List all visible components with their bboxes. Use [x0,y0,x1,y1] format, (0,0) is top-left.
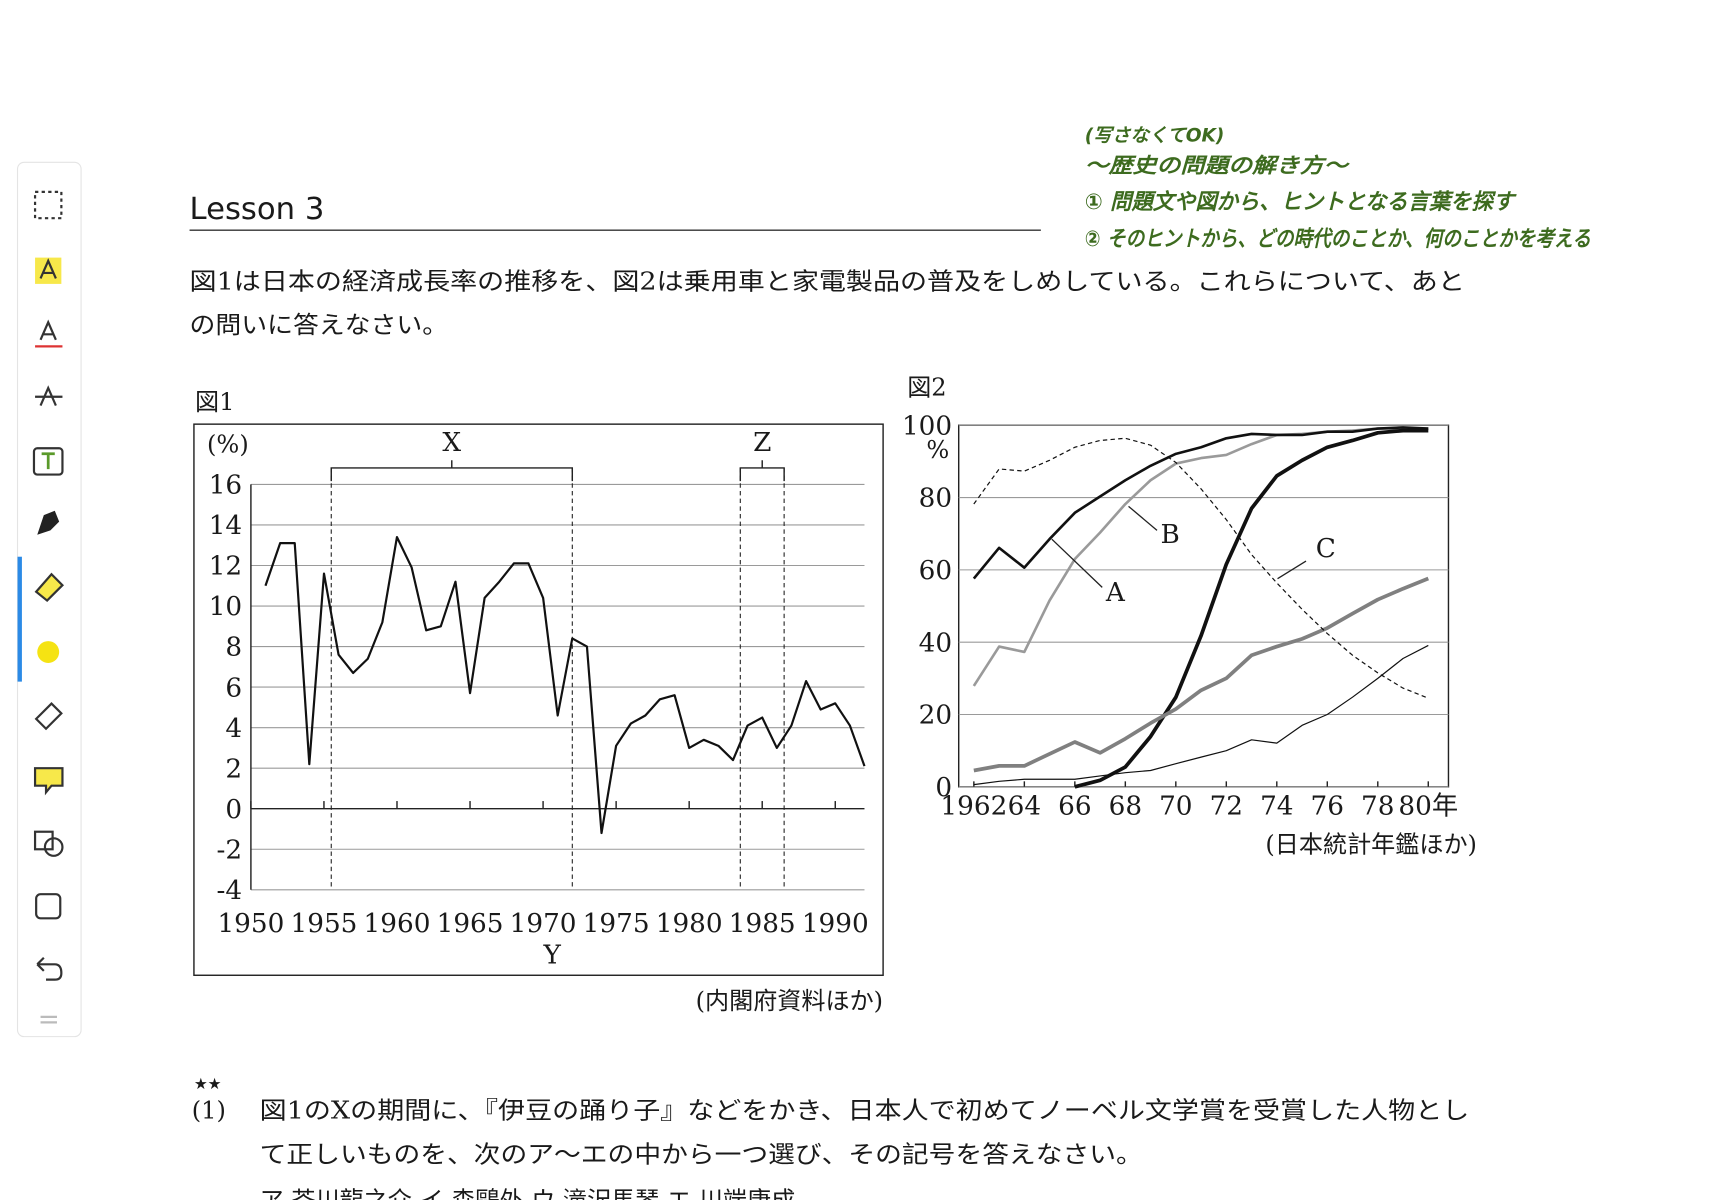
question-text: 図1のXの期間に、『伊豆の踊り子』などをかき、日本人で初めてノーベル文学賞を受賞… [260,1097,1470,1125]
figure-label: 図1 [195,388,234,416]
y-tick-label: 2 [225,754,242,784]
x-tick-label: 1980 [656,909,723,939]
label-leader [1051,538,1103,588]
drag-handle[interactable] [40,1015,57,1024]
data-line [264,536,866,835]
pen-tool[interactable] [37,510,60,535]
note: 〜歴史の問題の解き方〜 [1085,154,1350,178]
y-tick-label: 10 [209,592,242,622]
question-text: て正しいものを、次のア〜エの中から一つ選び、その記号を答えなさい。 [260,1141,1143,1169]
x-tick-label: 78 [1361,792,1394,822]
figure-frame [193,423,884,976]
y-tick-label: 60 [919,556,952,586]
series-label: A [1105,578,1126,608]
x-tick-label: 1962 [940,792,1007,822]
y-tick-label: 20 [919,701,952,731]
y-tick-label: 4 [225,714,242,744]
annotation-bracket [739,460,785,482]
x-tick-label: 74 [1260,792,1293,822]
intro-text: の問いに答えなさい。 [190,311,449,339]
x-tick-label: 1990 [802,909,869,939]
y-tick-label: 16 [209,471,242,501]
toolbar [16,161,82,1038]
textbox-glyph [41,452,55,470]
series-label: B [1161,520,1180,550]
color-picker[interactable] [37,641,60,664]
strike-tool[interactable] [35,385,63,406]
x-tick-label: 1965 [437,909,504,939]
lesson-title: Lesson 3 [190,192,325,227]
y-tick-label: 80 [919,484,952,514]
series-line [973,644,1429,786]
y-tick-label: 8 [225,633,242,663]
select-tool[interactable] [33,190,63,220]
question-number: (1) [192,1097,226,1125]
x-tick-label: 1950 [217,909,284,939]
undo-button[interactable] [36,956,63,981]
x-tick-label: 1975 [583,909,650,939]
label-leader [1128,505,1158,531]
note: ② そのヒントから、どの時代のことか、何のことかを考える [1085,227,1591,252]
difficulty-stars: ★★ [194,1075,221,1093]
underline-tool[interactable] [39,319,57,341]
x-tick-label: 1970 [510,909,577,939]
x-tick-label: 66 [1058,792,1091,822]
x-tick-label: 80年 [1398,792,1458,822]
figure-frame [957,424,1450,788]
choices: ア 芥川龍之介 イ 森鷗外 ウ 滝沢馬琴 エ 川端康成 [260,1187,796,1200]
series-line [973,437,1429,699]
source: (日本統計年鑑ほか) [1265,830,1477,858]
highlight-text-glyph [39,258,57,279]
x-tick-label: 70 [1159,792,1192,822]
series-line [972,427,1429,687]
annotation-label: Z [753,428,771,458]
shape-tool[interactable] [33,830,54,851]
source: (内閣府資料ほか) [696,987,883,1015]
series-line [972,426,1429,580]
comment-tool[interactable] [33,767,64,796]
y-tick-label: 0 [225,795,242,825]
note: ① 問題文や図から、ヒントとなる言葉を探す [1085,189,1518,215]
y-tick-label: 40 [919,628,952,658]
series-line [973,576,1430,773]
y-tick-label: 14 [209,511,242,541]
y-tick-label: 100 [902,411,952,441]
y-tick-label: 6 [225,673,242,703]
x-tick-label: 1985 [729,909,796,939]
x-tick-label: 72 [1210,792,1243,822]
label-leader [1277,560,1307,580]
y-tick-label: 12 [209,552,242,582]
highlighter-tool[interactable] [34,572,65,603]
x-tick-label: 1955 [291,909,358,939]
series-label: C [1316,534,1336,564]
shape-tool-circle [43,837,64,857]
x-tick-label: 1960 [364,909,431,939]
unit-label: (%) [207,431,249,459]
y-tick-label: 0 [935,773,952,803]
figure-label: 図2 [907,374,946,402]
note: (写さなくてOK) [1085,125,1225,146]
textbox-tool[interactable] [32,447,64,476]
eraser-tool[interactable] [34,701,63,731]
annotation-bracket [330,460,574,482]
y-tick-label: -2 [217,835,243,865]
x-tick-label: 68 [1109,792,1142,822]
unit-label: % [926,436,949,464]
sticker-tool[interactable] [35,893,62,920]
x-axis-label: Y [543,941,562,971]
y-tick-label: -4 [217,876,243,906]
x-tick-label: 64 [1008,792,1041,822]
annotation-label: X [442,428,461,458]
intro-text: 図1は日本の経済成長率の推移を、図2は乗用車と家電製品の普及をしめしている。これ… [190,267,1465,295]
active-indicator [17,556,22,682]
x-tick-label: 76 [1311,792,1344,822]
series-line [1074,428,1429,789]
